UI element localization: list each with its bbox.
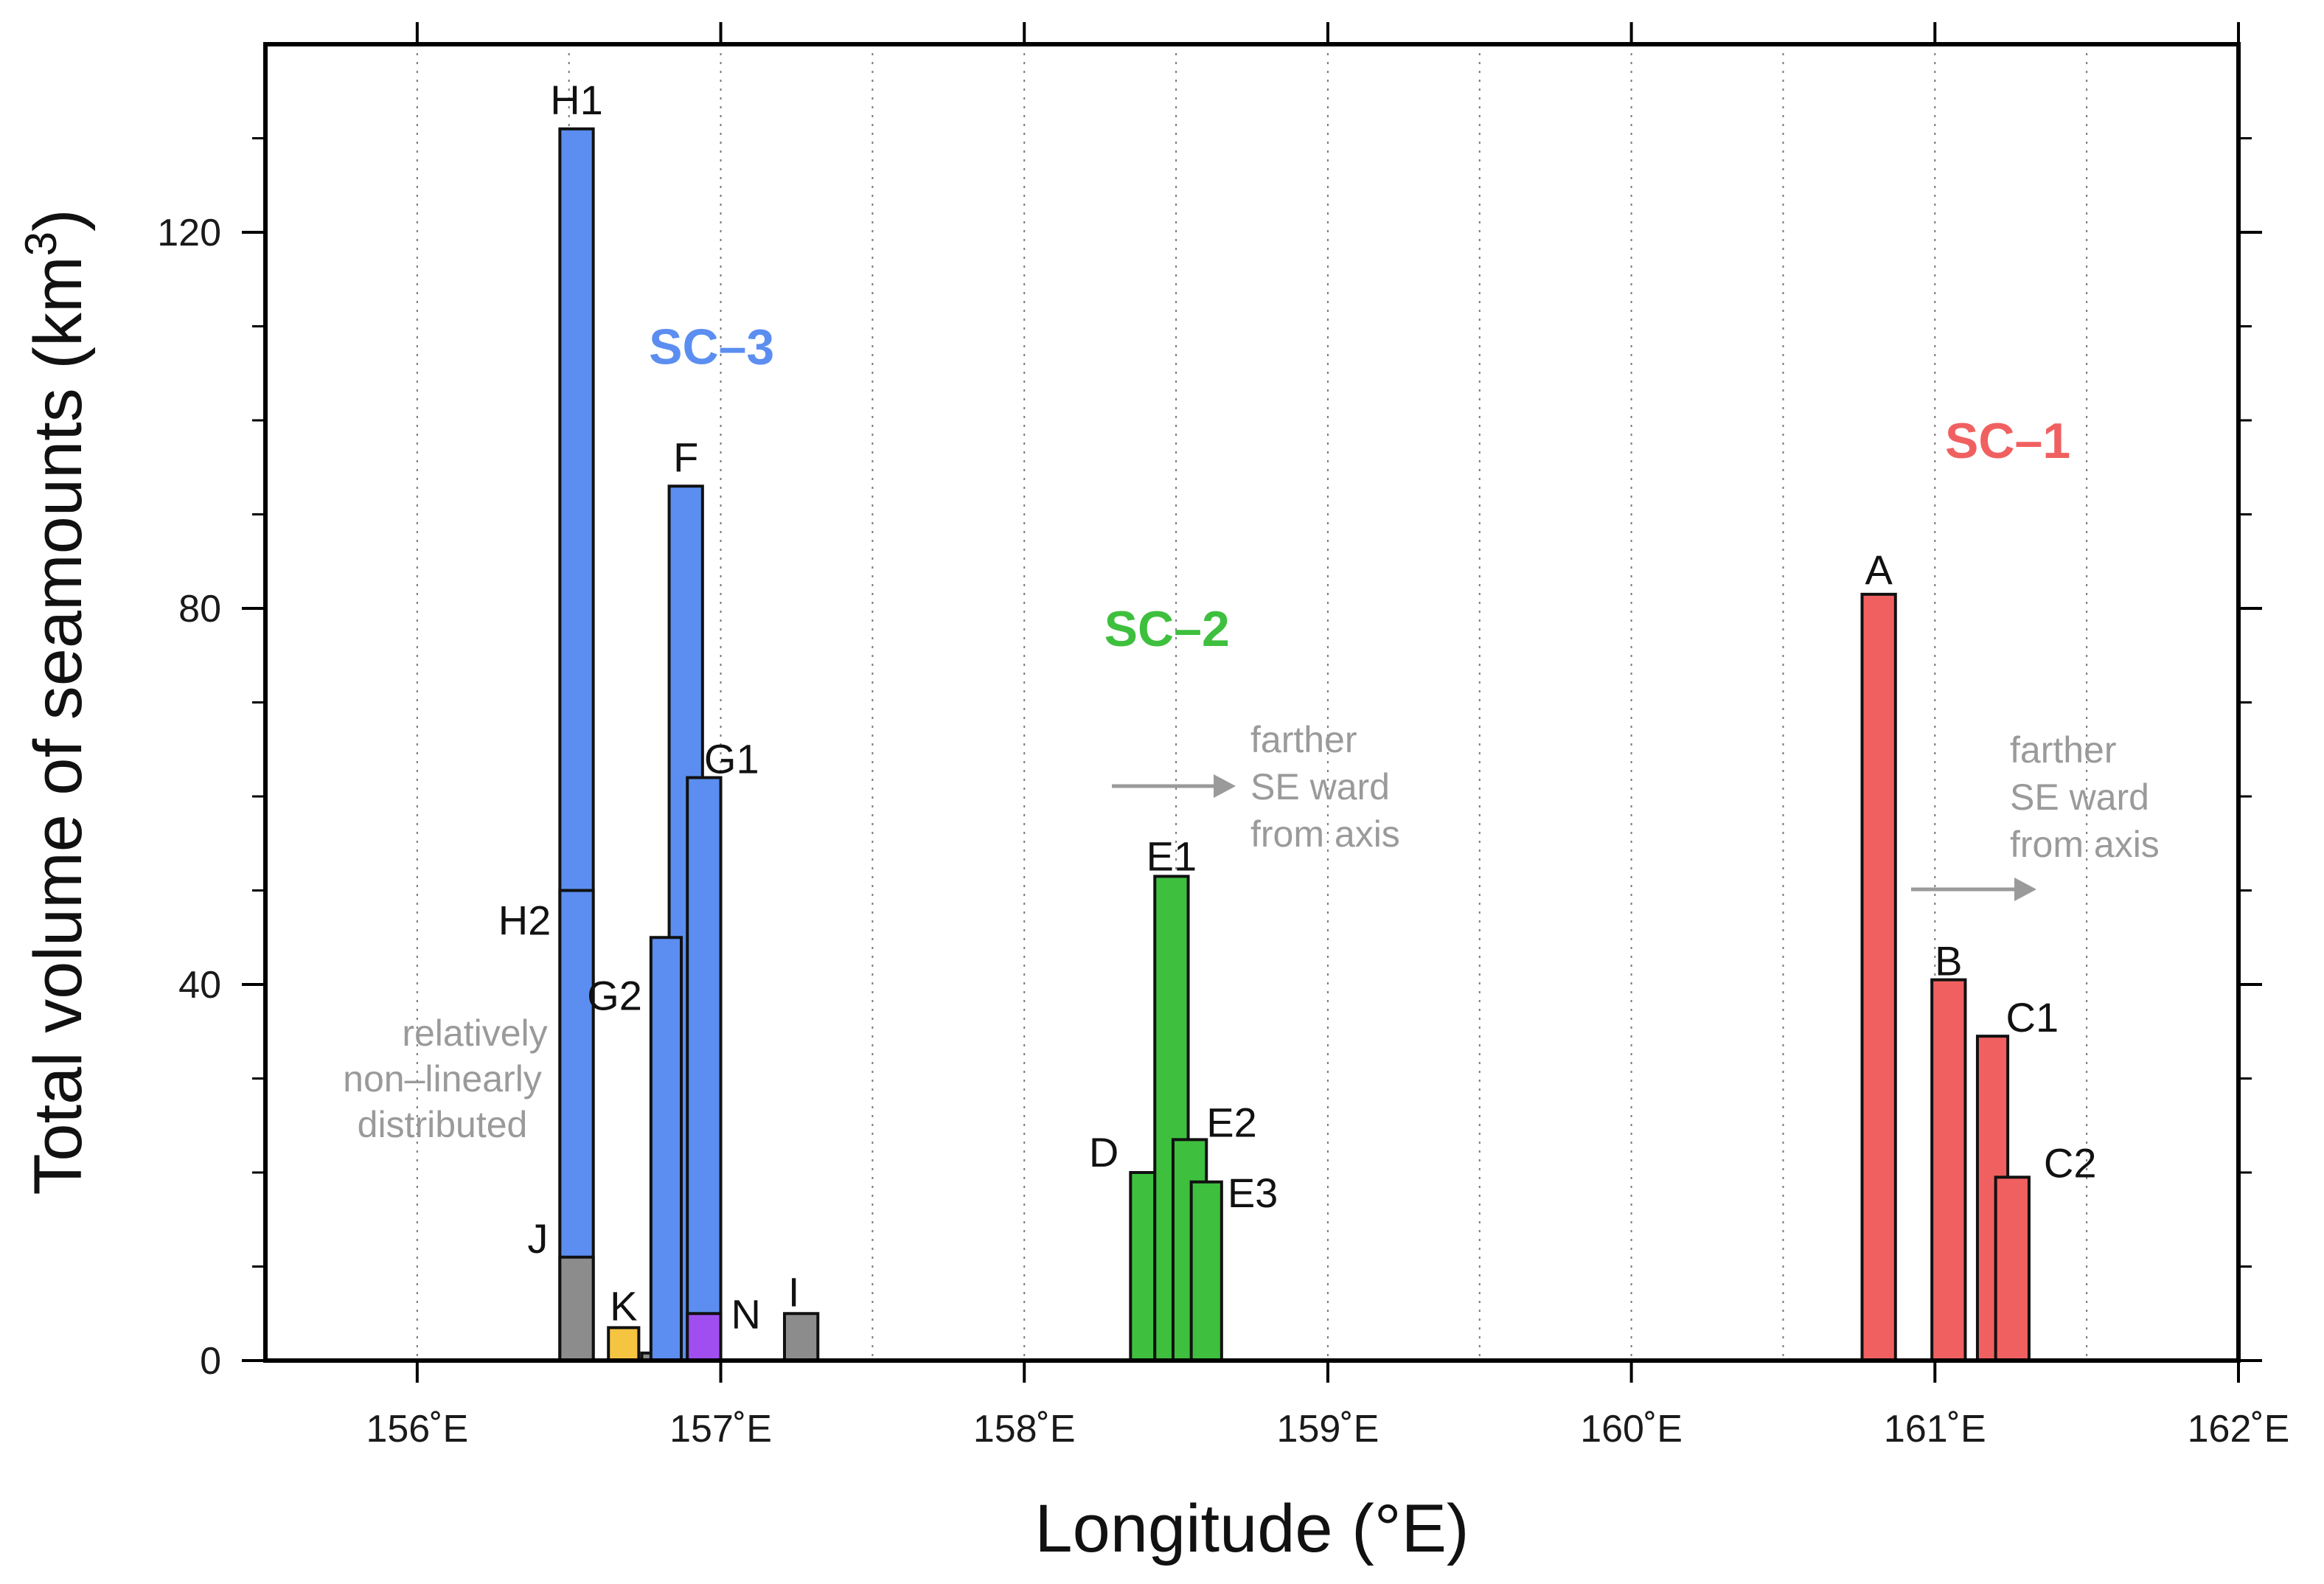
note-line: relatively: [402, 1012, 547, 1054]
y-tick-label: 40: [178, 964, 221, 1007]
bar-label-g1: G1: [704, 736, 759, 782]
bar-j: [558, 1255, 595, 1362]
axis-ticks: 156˚E 157˚E 158˚E 159˚E 160˚E 161˚E 162˚E 0 40 80…: [157, 22, 2289, 1451]
bar-label-e3: E3: [1228, 1170, 1278, 1216]
note-line: from axis: [2010, 824, 2160, 865]
bar-series: [558, 127, 2031, 1363]
bar-label-b: B: [1935, 938, 1962, 984]
bar-e3: [1189, 1180, 1223, 1362]
bar-label-e2: E2: [1206, 1099, 1257, 1145]
bar-k: [607, 1326, 641, 1362]
x-tick-label: 157˚E: [669, 1408, 772, 1451]
y-tick-label: 120: [157, 212, 221, 254]
x-tick-label: 160˚E: [1580, 1408, 1683, 1451]
note-line: farther: [2010, 729, 2117, 771]
bar-c2: [1994, 1175, 2031, 1362]
bar-label-i: I: [788, 1268, 800, 1315]
bar-label-k: K: [610, 1282, 637, 1329]
bar-a: [1860, 592, 1897, 1362]
bar-label-g2: G2: [587, 972, 642, 1018]
bar-label-c2: C2: [2044, 1139, 2097, 1186]
arrow-right-icon: [2014, 878, 2036, 901]
bar-labels: H1 H2 J K F G2 G1 N I D E1 E2 E3 A B C1 C2: [498, 77, 2097, 1338]
group-label-sc1: SC–1: [1945, 413, 2070, 469]
arrow-right-icon: [1214, 774, 1236, 798]
bar-label-e1: E1: [1147, 833, 1197, 879]
y-axis-title-close: ): [21, 209, 96, 232]
bar-label-a: A: [1865, 546, 1893, 593]
note-sc1-farther: farther SE ward from axis: [1911, 729, 2160, 901]
bar-label-h1: H1: [550, 77, 603, 123]
note-sc2-farther: farther SE ward from axis: [1112, 719, 1400, 855]
y-tick-label: 80: [178, 588, 221, 631]
group-label-sc2: SC–2: [1104, 601, 1230, 657]
x-tick-label: 159˚E: [1277, 1408, 1380, 1451]
bar-label-f: F: [673, 434, 698, 480]
x-tick-label: 161˚E: [1884, 1408, 1986, 1451]
note-line: SE ward: [2010, 777, 2149, 818]
bar-label-d: D: [1089, 1129, 1118, 1175]
x-tick-label: 162˚E: [2188, 1408, 2290, 1451]
note-nonlinear: relatively non–linearly distributed: [343, 1012, 547, 1145]
bar-b: [1930, 978, 1967, 1362]
bar-label-n: N: [731, 1291, 761, 1337]
bar-g2: [649, 936, 683, 1362]
bar-d: [1129, 1171, 1157, 1362]
y-axis-title-main: Total volume of seamounts (km: [21, 256, 96, 1195]
bar-i: [782, 1312, 820, 1362]
note-line: from axis: [1250, 813, 1400, 855]
bar-label-h2: H2: [498, 897, 552, 944]
x-axis-title: Longitude (°E): [1034, 1491, 1469, 1566]
bar-label-c1: C1: [2006, 994, 2059, 1041]
bar-label-j: J: [527, 1215, 548, 1262]
group-label-sc3: SC–3: [649, 319, 774, 375]
y-tick-label: 0: [200, 1340, 221, 1383]
y-axis-title: Total volume of seamounts (km3): [16, 209, 96, 1195]
x-tick-label: 156˚E: [366, 1408, 468, 1451]
note-line: farther: [1250, 719, 1357, 760]
x-tick-label: 158˚E: [973, 1408, 1076, 1451]
bar-g1: [686, 776, 723, 1362]
y-axis-title-sup: 3: [16, 232, 66, 256]
bar-n: [686, 1312, 723, 1362]
note-line: non–linearly: [343, 1058, 542, 1100]
note-line: distributed: [358, 1104, 528, 1145]
note-line: SE ward: [1250, 766, 1390, 807]
